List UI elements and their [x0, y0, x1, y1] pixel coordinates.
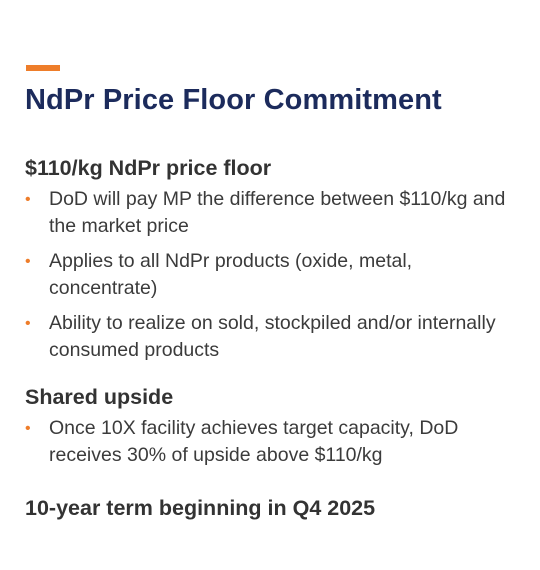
slide-content: $110/kg NdPr price floor • DoD will pay …: [25, 155, 525, 521]
slide-title: NdPr Price Floor Commitment: [25, 84, 442, 116]
bullet-dot-icon: •: [25, 420, 31, 437]
bullet-dot-icon: •: [25, 253, 31, 270]
shared-upside-bullets: • Once 10X facility achieves target capa…: [25, 415, 525, 469]
section-heading-price-floor: $110/kg NdPr price floor: [25, 156, 272, 180]
bullet-dot-icon: •: [25, 191, 31, 208]
section-heading-term: 10-year term beginning in Q4 2025: [25, 496, 376, 520]
title-accent-bar: [26, 65, 60, 71]
bullet-item: • Once 10X facility achieves target capa…: [25, 415, 525, 469]
bullet-text: Ability to realize on sold, stockpiled a…: [49, 312, 496, 361]
bullet-item: • DoD will pay MP the difference between…: [25, 186, 525, 240]
bullet-dot-icon: •: [25, 315, 31, 332]
section-heading-shared-upside: Shared upside: [25, 385, 174, 409]
bullet-text: DoD will pay MP the difference between $…: [49, 188, 506, 237]
bullet-item: • Applies to all NdPr products (oxide, m…: [25, 248, 525, 302]
bullet-text: Applies to all NdPr products (oxide, met…: [49, 250, 413, 299]
bullet-item: • Ability to realize on sold, stockpiled…: [25, 310, 525, 364]
price-floor-bullets: • DoD will pay MP the difference between…: [25, 186, 525, 364]
bullet-text: Once 10X facility achieves target capaci…: [49, 417, 459, 466]
